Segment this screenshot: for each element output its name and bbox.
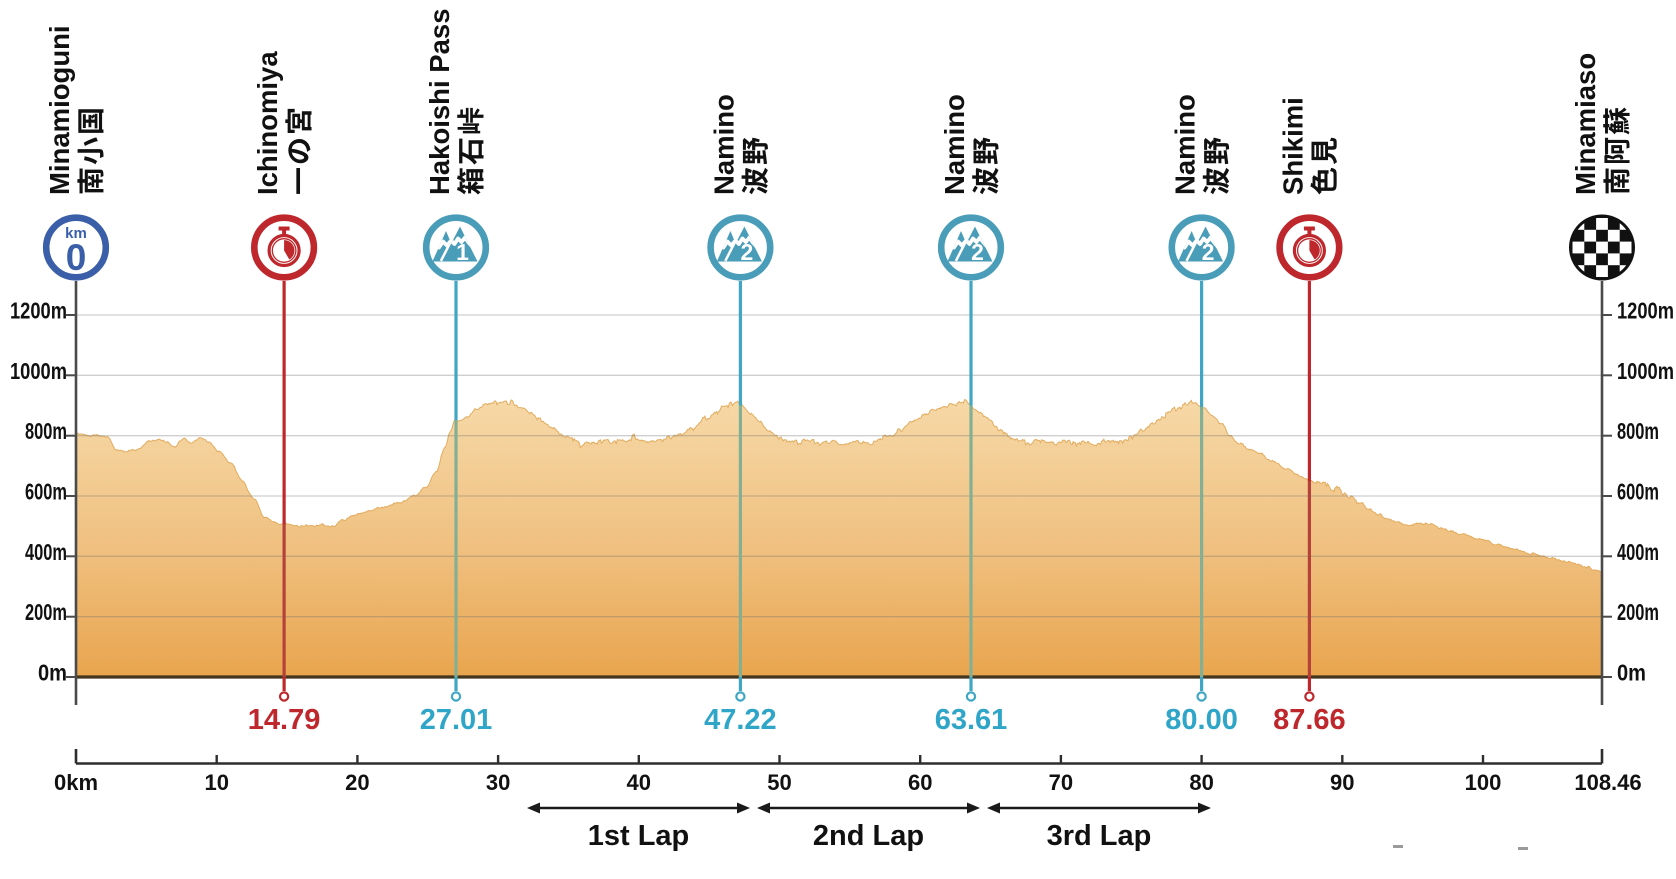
svg-text:200m: 200m — [1617, 599, 1659, 625]
svg-text:100: 100 — [1465, 770, 1502, 795]
svg-text:800m: 800m — [1617, 418, 1659, 444]
svg-text:60: 60 — [908, 770, 932, 795]
svg-text:200m: 200m — [25, 599, 67, 625]
svg-text:30: 30 — [486, 770, 510, 795]
svg-text:400m: 400m — [1617, 539, 1659, 565]
svg-text:47.22: 47.22 — [704, 704, 777, 736]
svg-text:Minamioguni: Minamioguni — [44, 25, 75, 195]
svg-text:Namino: Namino — [1170, 94, 1201, 195]
svg-text:27.01: 27.01 — [420, 704, 493, 736]
svg-text:0m: 0m — [38, 660, 67, 686]
svg-text:40: 40 — [627, 770, 651, 795]
svg-text:2nd Lap: 2nd Lap — [813, 820, 924, 852]
svg-text:1200m: 1200m — [1617, 298, 1674, 324]
svg-text:50: 50 — [767, 770, 791, 795]
svg-text:70: 70 — [1049, 770, 1073, 795]
svg-text:400m: 400m — [25, 539, 67, 565]
svg-text:600m: 600m — [1617, 479, 1659, 505]
svg-text:Namino: Namino — [939, 94, 970, 195]
svg-text:80.00: 80.00 — [1165, 704, 1238, 736]
svg-text:10: 10 — [204, 770, 228, 795]
svg-text:800m: 800m — [25, 418, 67, 444]
svg-text:Minamiaso: Minamiaso — [1570, 53, 1601, 195]
svg-text:90: 90 — [1330, 770, 1354, 795]
svg-text:Shikimi: Shikimi — [1277, 97, 1308, 195]
svg-text:0m: 0m — [1617, 660, 1646, 686]
svg-text:87.66: 87.66 — [1273, 704, 1346, 736]
svg-text:1st Lap: 1st Lap — [588, 820, 690, 852]
svg-text:1000m: 1000m — [10, 358, 67, 384]
svg-text:14.79: 14.79 — [248, 704, 321, 736]
svg-text:0: 0 — [66, 237, 87, 278]
svg-text:km: km — [65, 225, 87, 242]
svg-text:1200m: 1200m — [10, 298, 67, 324]
svg-text:80: 80 — [1189, 770, 1213, 795]
svg-text:3rd Lap: 3rd Lap — [1047, 820, 1152, 852]
svg-text:0km: 0km — [54, 770, 98, 795]
svg-text:Ichinomiya: Ichinomiya — [252, 51, 283, 195]
svg-text:600m: 600m — [25, 479, 67, 505]
svg-text:63.61: 63.61 — [935, 704, 1008, 736]
svg-text:Hakoishi Pass: Hakoishi Pass — [424, 9, 455, 195]
svg-text:108.46: 108.46 — [1574, 770, 1641, 795]
svg-text:20: 20 — [345, 770, 369, 795]
svg-text:Namino: Namino — [708, 94, 739, 195]
svg-text:1000m: 1000m — [1617, 358, 1674, 384]
